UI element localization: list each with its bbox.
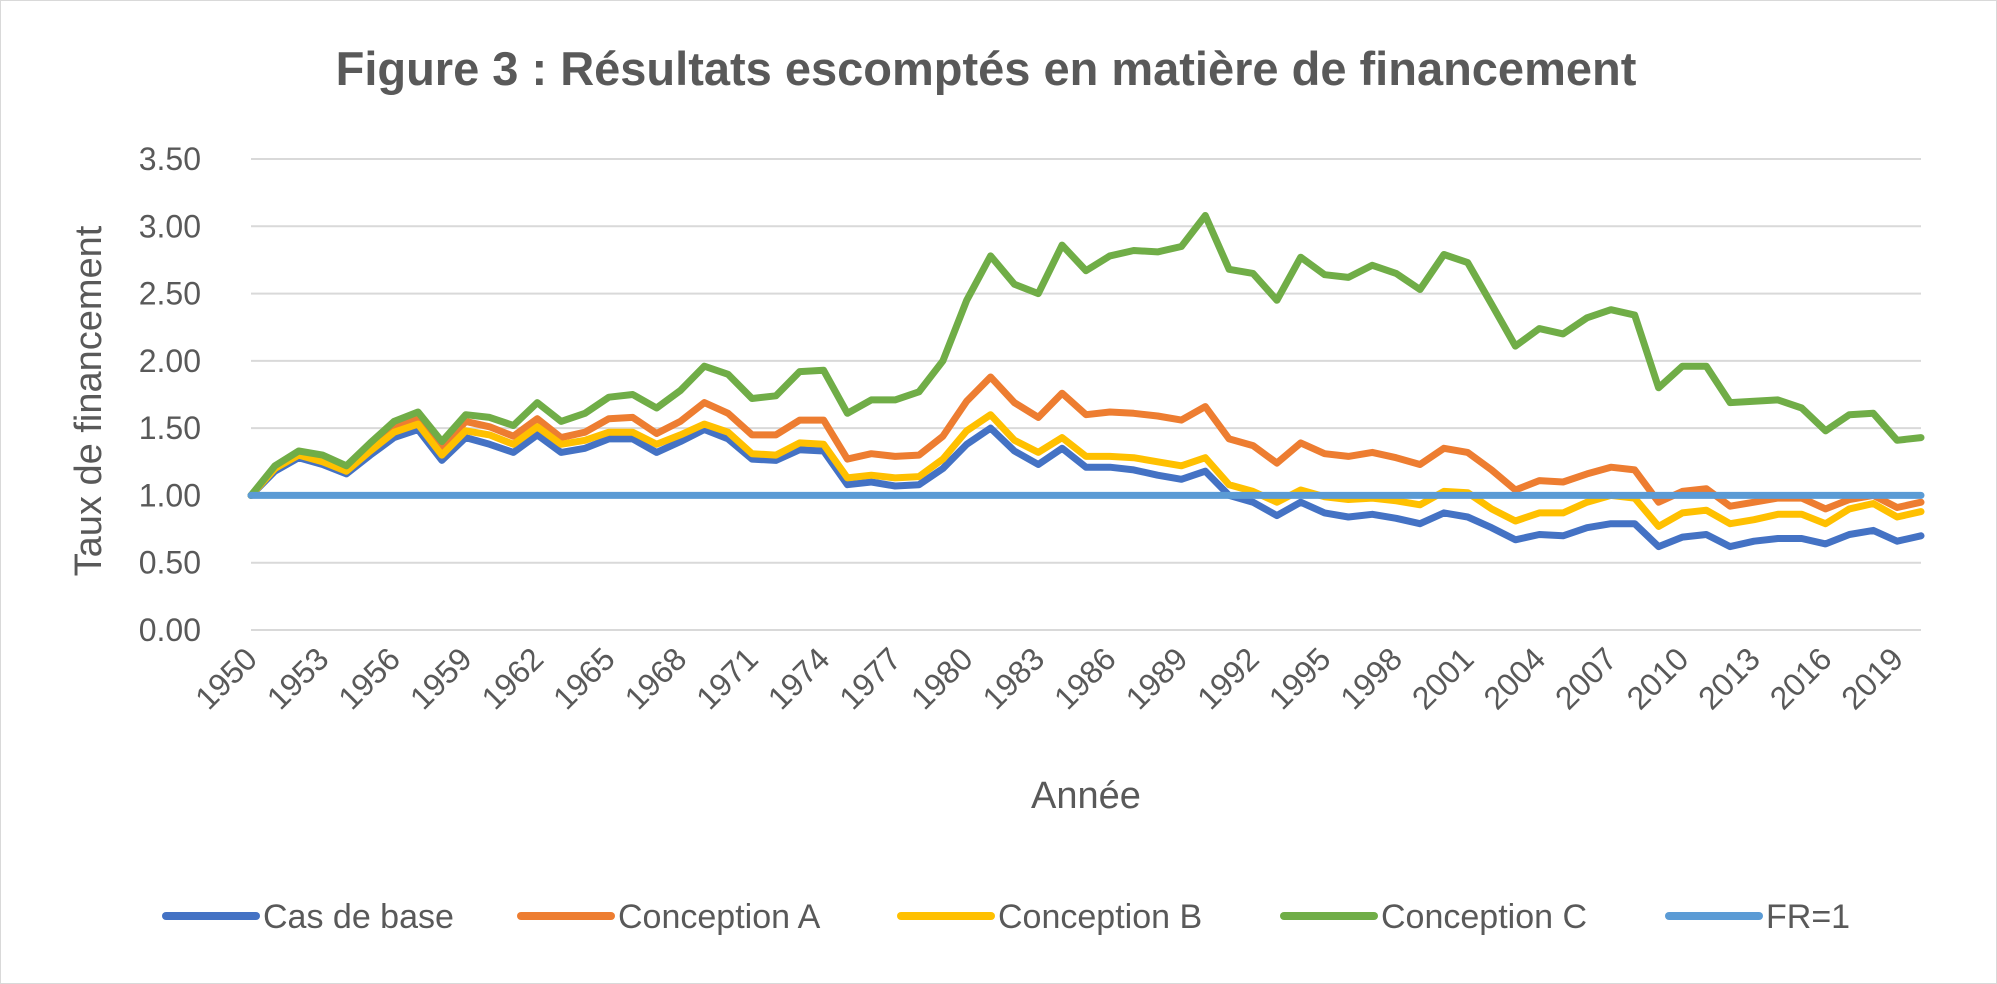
x-tick-label: 1995 [1262, 640, 1338, 716]
x-tick-label: 2007 [1548, 640, 1624, 716]
series-lines [247, 212, 1925, 551]
series-line-2 [247, 411, 1925, 530]
x-tick-label: 1950 [188, 640, 264, 716]
x-tick-label: 1983 [975, 640, 1051, 716]
x-tick-label: 2004 [1476, 640, 1552, 716]
series-line-1 [247, 373, 1925, 513]
y-tick-label: 0.50 [139, 545, 201, 581]
x-tick-label: 1953 [260, 640, 336, 716]
x-tick-label: 2019 [1834, 640, 1910, 716]
x-tick-label: 1986 [1047, 640, 1123, 716]
gridlines [251, 158, 1921, 631]
y-tick-label: 1.00 [139, 477, 201, 513]
y-tick-label: 2.00 [139, 343, 201, 379]
legend-label: FR=1 [1766, 898, 1850, 936]
x-tick-label: 2013 [1691, 640, 1767, 716]
y-tick-label: 3.50 [139, 141, 201, 177]
x-tick-label: 2001 [1405, 640, 1481, 716]
x-tick-label: 1959 [403, 640, 479, 716]
x-tick-label: 1956 [331, 640, 407, 716]
legend-label: Conception B [998, 898, 1202, 936]
x-tick-label: 1968 [618, 640, 694, 716]
x-tick-label: 1977 [832, 640, 908, 716]
legend-label: Conception C [1381, 898, 1587, 936]
series-line-0 [247, 424, 1925, 551]
x-tick-label: 1971 [689, 640, 765, 716]
y-axis-title: Taux de financement [68, 225, 110, 576]
x-tick-label: 1980 [904, 640, 980, 716]
x-tick-label: 2010 [1620, 640, 1696, 716]
x-tick-label: 1962 [474, 640, 550, 716]
x-tick-labels: 1950195319561959196219651968197119741977… [188, 640, 1910, 716]
series-line-3 [247, 212, 1925, 499]
legend-label: Cas de base [263, 898, 454, 936]
x-tick-label: 1965 [546, 640, 622, 716]
x-tick-label: 1992 [1190, 640, 1266, 716]
y-tick-label: 1.50 [139, 410, 201, 446]
legend-label: Conception A [618, 898, 821, 936]
chart-title: Figure 3 : Résultats escomptés en matièr… [336, 42, 1637, 95]
y-tick-labels: 0.00 0.50 1.00 1.50 2.00 2.50 3.00 3.50 [139, 141, 201, 648]
x-tick-label: 2016 [1763, 640, 1839, 716]
x-tick-label: 1974 [761, 640, 837, 716]
legend: Cas de base Conception A Conception B Conce… [162, 898, 1850, 936]
x-axis-title: Année [1031, 775, 1141, 817]
y-tick-label: 2.50 [139, 276, 201, 312]
x-tick-label: 1989 [1119, 640, 1195, 716]
y-tick-label: 0.00 [139, 612, 201, 648]
x-tick-label: 1998 [1333, 640, 1409, 716]
y-tick-label: 3.00 [139, 208, 201, 244]
